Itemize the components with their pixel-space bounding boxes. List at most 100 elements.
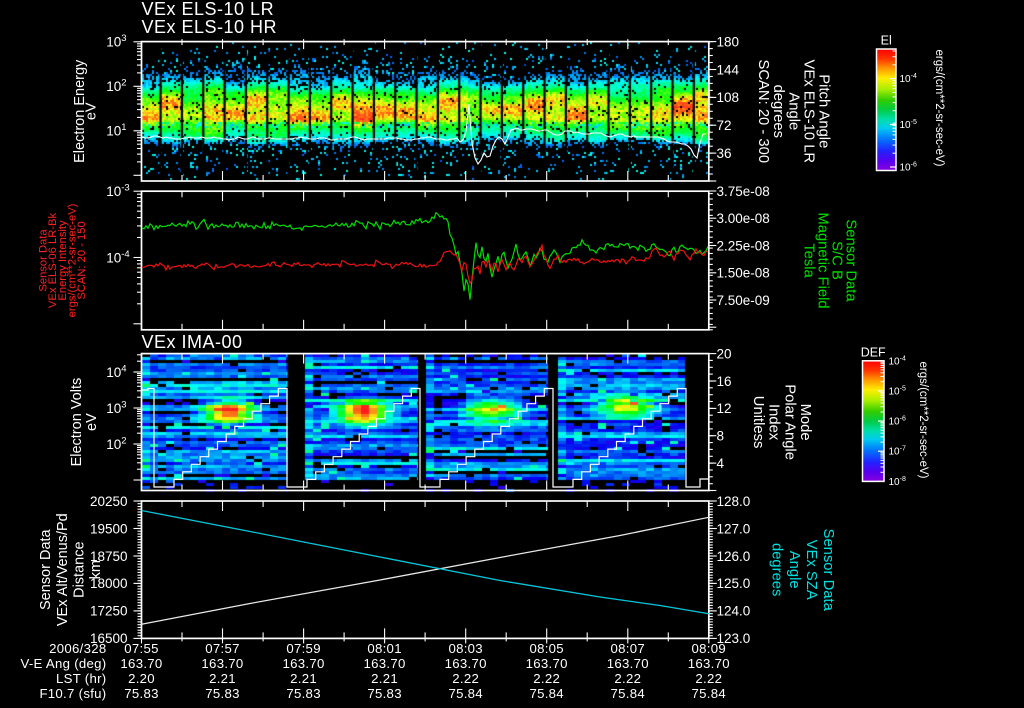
svg-text:126.0: 126.0 [717,549,751,564]
svg-text:124.0: 124.0 [717,604,751,619]
svg-text:degrees: degrees [770,85,786,138]
svg-text:Tesla: Tesla [801,243,817,278]
svg-text:SCAN: 20 - 150: SCAN: 20 - 150 [76,221,88,299]
svg-text:07:55: 07:55 [124,641,159,656]
svg-text:16500: 16500 [90,631,128,646]
svg-text:144: 144 [717,62,740,77]
svg-text:Electron Volts: Electron Volts [69,378,85,467]
svg-text:180: 180 [717,34,740,49]
svg-text:ergs/(cm**2-sr-sec-eV): ergs/(cm**2-sr-sec-eV) [933,50,945,167]
svg-text:V-E Ang (deg): V-E Ang (deg) [20,656,106,671]
svg-text:2006/328: 2006/328 [49,641,106,656]
svg-text:degrees: degrees [769,543,785,596]
svg-text:El: El [881,34,892,48]
svg-text:75.84: 75.84 [529,686,564,701]
svg-text:VEx Alt/Venus/Pd: VEx Alt/Venus/Pd [55,513,71,626]
svg-text:2.22: 2.22 [614,671,641,686]
svg-text:Pitch Angle: Pitch Angle [816,74,832,148]
svg-text:10-6: 10-6 [900,162,917,174]
svg-text:36: 36 [717,146,732,161]
svg-text:F10.7 (sfu): F10.7 (sfu) [39,686,106,701]
svg-text:Sensor Data: Sensor Data [820,529,836,612]
svg-text:Angle: Angle [786,551,802,589]
svg-text:ergs/(cm**2-sr-sec-eV): ergs/(cm**2-sr-sec-eV) [67,203,79,317]
svg-text:2.25e-08: 2.25e-08 [717,238,770,253]
svg-text:4: 4 [717,456,725,471]
svg-text:eV: eV [84,413,100,431]
svg-text:163.70: 163.70 [445,656,487,671]
svg-text:Distance: Distance [71,541,87,597]
svg-text:20250: 20250 [90,494,128,509]
svg-text:163.70: 163.70 [201,656,243,671]
svg-text:125.0: 125.0 [717,576,751,591]
svg-text:75.84: 75.84 [692,686,727,701]
svg-text:75.84: 75.84 [611,686,646,701]
svg-text:1.50e-08: 1.50e-08 [717,266,770,281]
svg-text:08:03: 08:03 [448,641,483,656]
svg-text:8: 8 [717,429,725,444]
svg-text:Energy Intensity: Energy Intensity [57,220,69,301]
svg-text:163.70: 163.70 [364,656,406,671]
svg-text:103: 103 [106,33,126,50]
svg-text:103: 103 [106,399,126,416]
svg-text:7.50e-09: 7.50e-09 [717,293,770,308]
svg-text:18750: 18750 [90,549,128,564]
svg-text:08:07: 08:07 [611,641,646,656]
svg-text:20: 20 [717,346,732,361]
svg-text:3.00e-08: 3.00e-08 [717,211,770,226]
svg-text:VEx ELS-06 LR-Bk: VEx ELS-06 LR-Bk [47,213,59,309]
svg-text:10-4: 10-4 [106,249,129,266]
svg-text:eV: eV [84,102,100,120]
svg-text:102: 102 [106,435,126,452]
svg-text:VEx ELS-10 LR: VEx ELS-10 LR [142,0,275,19]
svg-text:S/C B: S/C B [829,241,845,280]
svg-text:108: 108 [717,90,740,105]
svg-text:75.83: 75.83 [367,686,402,701]
svg-text:3.75e-08: 3.75e-08 [717,184,770,199]
svg-text:163.70: 163.70 [688,656,730,671]
svg-text:72: 72 [717,118,732,133]
svg-text:17250: 17250 [90,604,128,619]
svg-text:Sensor Data: Sensor Data [37,229,49,292]
svg-text:102: 102 [106,78,126,95]
svg-text:ergs/(cm**2-sr-sec-eV): ergs/(cm**2-sr-sec-eV) [917,362,929,479]
svg-text:10-3: 10-3 [106,183,129,200]
svg-text:123.0: 123.0 [717,631,751,646]
svg-text:16: 16 [717,374,732,389]
svg-text:18000: 18000 [90,576,128,591]
svg-text:75.83: 75.83 [286,686,321,701]
svg-text:08:05: 08:05 [529,641,564,656]
svg-text:km: km [88,560,104,579]
svg-text:2.22: 2.22 [533,671,560,686]
svg-text:10-5: 10-5 [900,119,917,131]
svg-text:Polar Angle: Polar Angle [781,384,797,460]
svg-text:VEx IMA-00: VEx IMA-00 [142,332,243,352]
svg-text:104: 104 [106,363,126,380]
svg-text:75.83: 75.83 [124,686,159,701]
svg-text:VEx SZA: VEx SZA [803,540,819,600]
svg-text:10-5: 10-5 [889,385,906,397]
svg-text:2.21: 2.21 [209,671,236,686]
svg-text:Sensor Data: Sensor Data [38,528,54,610]
svg-text:VEx ELS-10 LR: VEx ELS-10 LR [801,59,817,163]
svg-text:2.21: 2.21 [371,671,398,686]
svg-text:75.83: 75.83 [205,686,240,701]
svg-text:VEx ELS-10 HR: VEx ELS-10 HR [142,17,278,37]
svg-text:Mode: Mode [797,404,813,441]
svg-text:2.22: 2.22 [452,671,479,686]
svg-text:08:09: 08:09 [692,641,727,656]
svg-text:Angle: Angle [785,92,801,130]
svg-text:Electron Energy: Electron Energy [72,59,88,163]
svg-text:101: 101 [106,122,126,139]
svg-text:07:59: 07:59 [286,641,321,656]
svg-text:163.70: 163.70 [607,656,649,671]
svg-text:Magnetic Field: Magnetic Field [815,212,831,308]
svg-text:Sensor Data: Sensor Data [843,219,859,302]
svg-text:10-8: 10-8 [889,476,906,488]
svg-text:127.0: 127.0 [717,521,751,536]
svg-text:07:57: 07:57 [205,641,240,656]
svg-text:Index: Index [766,404,782,441]
svg-text:2.22: 2.22 [695,671,722,686]
svg-text:10-6: 10-6 [889,416,906,428]
svg-text:10-4: 10-4 [900,73,917,85]
